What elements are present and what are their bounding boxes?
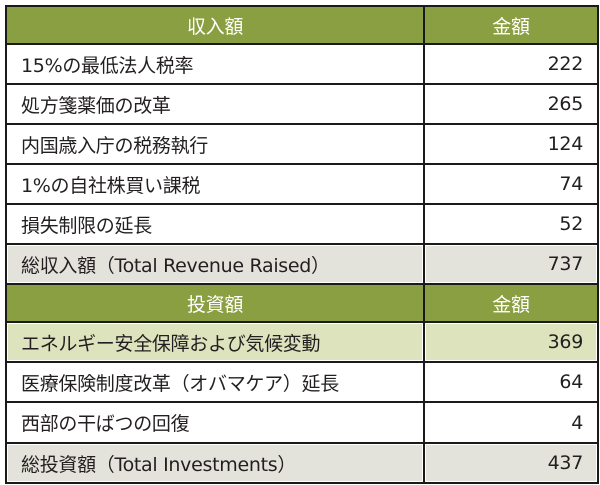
revenue-header-amount: 金額	[426, 8, 596, 42]
row-label-cell: 内国歳入庁の税務執行	[5, 123, 425, 165]
row-label-cell: 損失制限の延長	[5, 203, 425, 245]
row-label: エネルギー安全保障および気候変動	[8, 324, 422, 360]
investment-header-label: 投資額	[8, 286, 422, 320]
investment-total-row: 総投資額（Total Investments） 437	[5, 442, 599, 484]
investment-header-label-cell: 投資額	[5, 283, 425, 323]
table-row: 処方箋薬価の改革 265	[5, 83, 599, 125]
row-label: 処方箋薬価の改革	[8, 86, 422, 122]
row-amount: 222	[426, 46, 596, 82]
table-row: 1%の自社株買い課税 74	[5, 163, 599, 205]
revenue-header-amount-cell: 金額	[423, 5, 599, 45]
revenue-total-amount: 737	[426, 246, 596, 282]
row-amount-cell: 265	[423, 83, 599, 125]
revenue-header-label: 収入額	[8, 8, 422, 42]
investment-header-amount-cell: 金額	[423, 283, 599, 323]
row-amount-cell: 369	[423, 321, 599, 363]
row-label-cell: 1%の自社株買い課税	[5, 163, 425, 205]
row-amount: 64	[426, 364, 596, 400]
row-label-cell: 西部の干ばつの回復	[5, 401, 425, 444]
total-amount-cell: 737	[423, 243, 599, 285]
row-label: 西部の干ばつの回復	[8, 404, 422, 441]
row-amount: 124	[426, 126, 596, 162]
row-amount-cell: 64	[423, 361, 599, 403]
investment-header-row: 投資額 金額	[5, 283, 599, 323]
total-amount-cell: 437	[423, 442, 599, 484]
row-label-cell: 医療保険制度改革（オバマケア）延長	[5, 361, 425, 403]
row-label: 医療保険制度改革（オバマケア）延長	[8, 364, 422, 400]
row-amount: 265	[426, 86, 596, 122]
total-label-cell: 総投資額（Total Investments）	[5, 442, 425, 484]
row-amount: 52	[426, 206, 596, 242]
total-label-cell: 総収入額（Total Revenue Raised）	[5, 243, 425, 285]
investment-header-amount: 金額	[426, 286, 596, 320]
table-row: 医療保険制度改革（オバマケア）延長 64	[5, 361, 599, 403]
investment-total-label: 総投資額（Total Investments）	[8, 445, 422, 481]
investment-total-amount: 437	[426, 445, 596, 481]
table-row: 損失制限の延長 52	[5, 203, 599, 245]
row-label-cell: エネルギー安全保障および気候変動	[5, 321, 425, 363]
revenue-total-row: 総収入額（Total Revenue Raised） 737	[5, 243, 599, 285]
revenue-investment-table: 収入額 金額 15%の最低法人税率 222 処方箋薬価の改革 265 内国歳入庁…	[5, 5, 599, 484]
row-label: 内国歳入庁の税務執行	[8, 126, 422, 162]
row-amount-cell: 124	[423, 123, 599, 165]
row-label: 1%の自社株買い課税	[8, 166, 422, 202]
row-label: 損失制限の延長	[8, 206, 422, 242]
row-amount: 4	[426, 404, 596, 441]
revenue-header-row: 収入額 金額	[5, 5, 599, 45]
row-amount-cell: 4	[423, 401, 599, 444]
table-row-highlighted: エネルギー安全保障および気候変動 369	[5, 321, 599, 363]
row-amount-cell: 52	[423, 203, 599, 245]
row-label-cell: 15%の最低法人税率	[5, 43, 425, 85]
row-amount: 369	[426, 324, 596, 360]
row-label: 15%の最低法人税率	[8, 46, 422, 82]
row-amount: 74	[426, 166, 596, 202]
table-row: 15%の最低法人税率 222	[5, 43, 599, 85]
table-row: 内国歳入庁の税務執行 124	[5, 123, 599, 165]
row-label-cell: 処方箋薬価の改革	[5, 83, 425, 125]
revenue-total-label: 総収入額（Total Revenue Raised）	[8, 246, 422, 282]
row-amount-cell: 222	[423, 43, 599, 85]
table-row: 西部の干ばつの回復 4	[5, 401, 599, 444]
revenue-header-label-cell: 収入額	[5, 5, 425, 45]
row-amount-cell: 74	[423, 163, 599, 205]
